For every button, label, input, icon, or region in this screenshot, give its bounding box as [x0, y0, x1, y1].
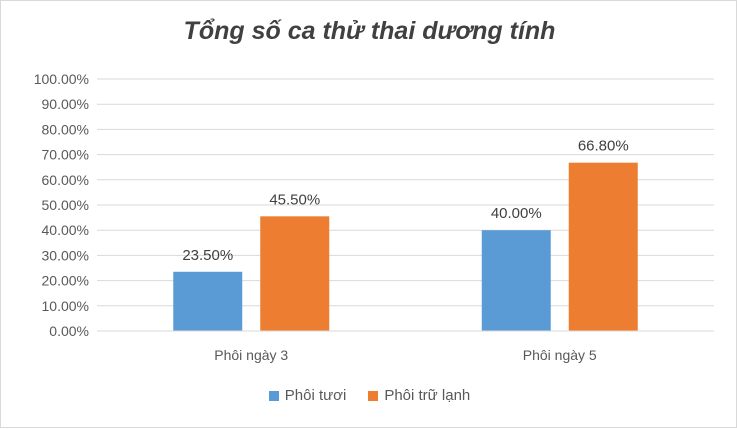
bar	[260, 216, 330, 331]
legend: Phôi tươi Phôi trữ lạnh	[1, 387, 737, 404]
legend-item-frozen: Phôi trữ lạnh	[368, 387, 470, 404]
legend-item-fresh: Phôi tươi	[268, 387, 347, 404]
data-label: 45.50%	[269, 191, 320, 208]
legend-label-frozen: Phôi trữ lạnh	[384, 387, 471, 404]
bar	[568, 162, 638, 331]
chart-title: Tổng số ca thử thai dương tính	[183, 17, 556, 45]
bar	[481, 230, 551, 331]
y-tick-label: 70.00%	[42, 147, 89, 163]
y-tick-label: 90.00%	[42, 96, 89, 112]
bar	[173, 271, 243, 331]
y-tick-label: 10.00%	[42, 298, 89, 314]
y-tick-label: 40.00%	[42, 222, 89, 238]
y-tick-label: 0.00%	[49, 323, 89, 339]
legend-swatch-frozen	[368, 390, 379, 401]
x-tick-label: Phôi ngày 5	[523, 347, 597, 363]
y-tick-label: 100.00%	[34, 71, 89, 87]
x-tick-label: Phôi ngày 3	[214, 347, 288, 363]
y-tick-label: 20.00%	[42, 273, 89, 289]
y-tick-label: 60.00%	[42, 172, 89, 188]
legend-swatch-fresh	[268, 390, 279, 401]
data-label: 23.50%	[182, 247, 233, 264]
data-label: 40.00%	[491, 205, 542, 222]
y-tick-label: 80.00%	[42, 121, 89, 137]
y-tick-label: 30.00%	[42, 247, 89, 263]
y-tick-label: 50.00%	[42, 197, 89, 213]
data-label: 66.80%	[578, 138, 629, 155]
legend-label-fresh: Phôi tươi	[284, 387, 347, 404]
